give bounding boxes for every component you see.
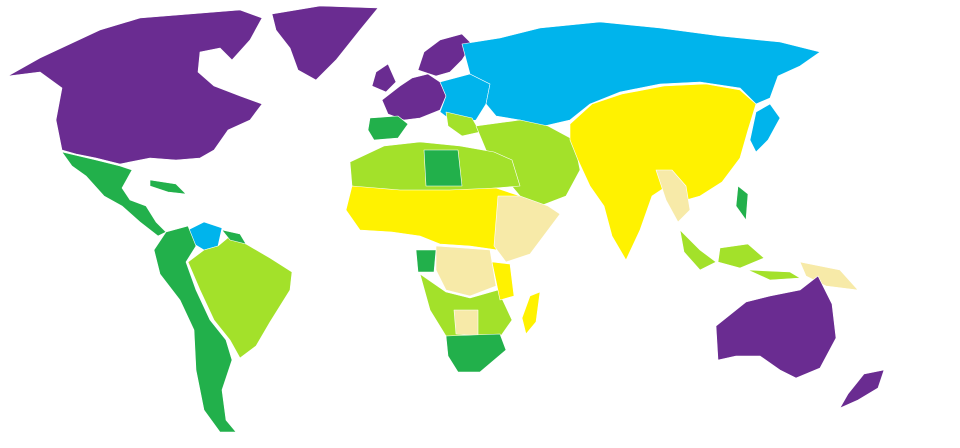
region-central-africa [435, 245, 497, 297]
region-southeast-asia-pale [655, 169, 691, 223]
region-australia [715, 275, 837, 379]
region-canada-usa [7, 9, 263, 165]
region-botswana [453, 309, 479, 337]
region-east-africa [491, 261, 515, 301]
region-iberia [367, 115, 409, 141]
region-madagascar [521, 291, 541, 335]
region-horn-of-africa [493, 195, 561, 263]
region-south-africa [445, 333, 507, 373]
region-russia [461, 21, 821, 127]
region-philippines [735, 185, 749, 221]
region-guianas [221, 229, 247, 245]
region-balkans [445, 111, 481, 137]
region-sahel [345, 185, 521, 251]
region-new-guinea [799, 261, 859, 291]
region-japan [749, 103, 781, 153]
region-indonesia [679, 229, 801, 281]
region-libya [423, 149, 463, 187]
region-mexico-central-america [61, 151, 167, 237]
region-southern-africa [419, 273, 513, 341]
region-uk-ireland [371, 63, 397, 93]
region-new-zealand [839, 369, 885, 409]
region-gabon [415, 249, 437, 273]
region-greenland [271, 5, 379, 81]
region-scandinavia [417, 33, 473, 77]
region-andes [153, 225, 237, 433]
region-caribbean [149, 179, 187, 195]
